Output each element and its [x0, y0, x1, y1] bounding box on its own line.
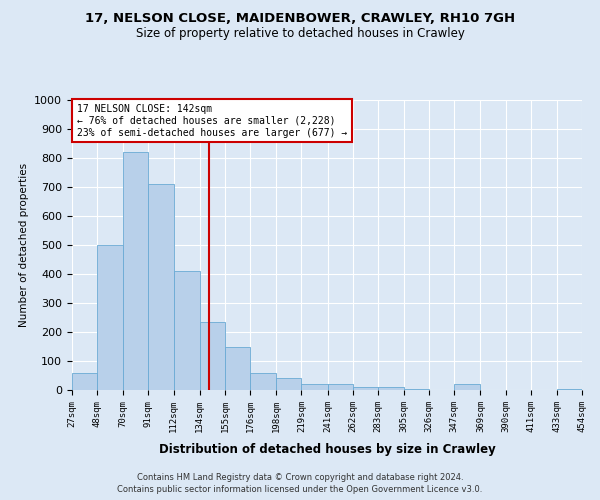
Bar — [148, 184, 173, 390]
Text: 17, NELSON CLOSE, MAIDENBOWER, CRAWLEY, RH10 7GH: 17, NELSON CLOSE, MAIDENBOWER, CRAWLEY, … — [85, 12, 515, 26]
Bar — [454, 384, 481, 390]
Bar — [378, 387, 404, 390]
Bar — [557, 388, 582, 390]
Bar — [124, 152, 148, 390]
Text: Contains public sector information licensed under the Open Government Licence v3: Contains public sector information licen… — [118, 485, 482, 494]
Y-axis label: Number of detached properties: Number of detached properties — [19, 163, 29, 327]
Bar — [328, 384, 353, 390]
Bar — [72, 372, 97, 390]
Bar — [173, 271, 200, 390]
Bar — [301, 384, 328, 390]
Bar — [200, 322, 225, 390]
Text: Contains HM Land Registry data © Crown copyright and database right 2024.: Contains HM Land Registry data © Crown c… — [137, 472, 463, 482]
Text: 17 NELSON CLOSE: 142sqm
← 76% of detached houses are smaller (2,228)
23% of semi: 17 NELSON CLOSE: 142sqm ← 76% of detache… — [77, 104, 347, 138]
Text: Size of property relative to detached houses in Crawley: Size of property relative to detached ho… — [136, 28, 464, 40]
Bar — [276, 378, 301, 390]
Bar — [97, 245, 124, 390]
X-axis label: Distribution of detached houses by size in Crawley: Distribution of detached houses by size … — [158, 443, 496, 456]
Bar — [225, 346, 250, 390]
Bar — [250, 372, 276, 390]
Bar — [353, 387, 378, 390]
Bar — [404, 388, 429, 390]
